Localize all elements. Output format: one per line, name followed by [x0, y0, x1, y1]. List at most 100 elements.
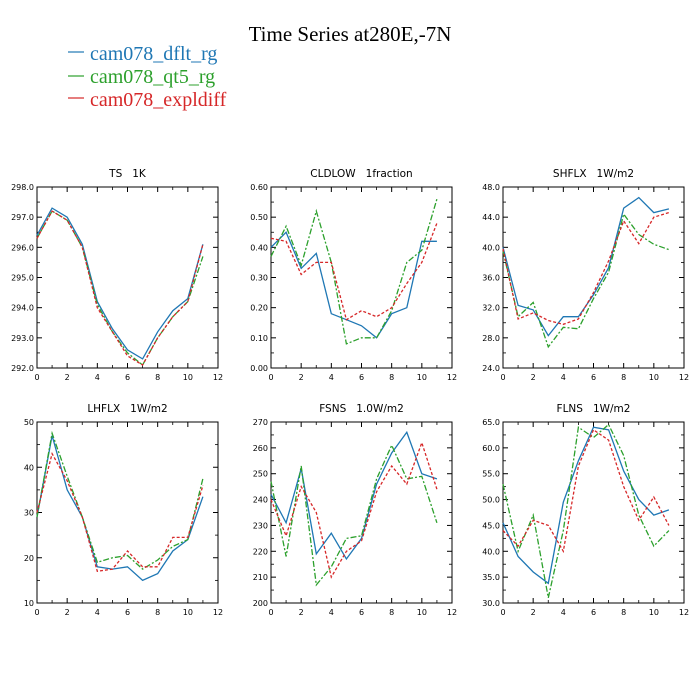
- y-tick-label: 55.0: [482, 470, 500, 479]
- plot-frame: [36, 421, 219, 604]
- y-tick-label: 240: [253, 496, 268, 505]
- series-line-dflt: [36, 207, 204, 360]
- x-tick-label: 8: [155, 608, 160, 617]
- x-tick-label: 12: [679, 608, 689, 617]
- x-tick-label: 8: [389, 373, 394, 382]
- series-line-dflt: [270, 430, 438, 561]
- plot-frame: [36, 186, 219, 369]
- x-tick-label: 10: [649, 608, 659, 617]
- panel-shflx: SHFLX 1W/m2 24.0 28.0 32.0 36.0 40.0 44.0 48.0 0…: [482, 168, 689, 382]
- x-tick-label: 10: [417, 373, 427, 382]
- y-tick-label: 30.0: [482, 599, 500, 608]
- y-tick-label: 296.0: [11, 243, 34, 252]
- series-line-expldiff: [36, 451, 204, 573]
- x-tick-label: 8: [155, 373, 160, 382]
- legend-item-expldiff: cam078_expldiff: [68, 89, 227, 111]
- series-line-dflt: [270, 231, 437, 339]
- x-tick-label: 6: [359, 608, 364, 617]
- series-line-expldiff: [502, 428, 670, 554]
- series-line-qt5: [270, 198, 438, 345]
- panel-lhflx: LHFLX 1W/m2 10 20 30 40 50 0 2 4 6 8 10 12: [24, 403, 223, 617]
- y-tick-label: 294.0: [11, 304, 34, 313]
- y-tick-label: 32.0: [482, 304, 500, 313]
- y-tick-label: 50.0: [482, 496, 500, 505]
- x-tick-label: 0: [500, 373, 505, 382]
- y-tick-label: 40: [24, 463, 34, 472]
- y-tick-label: 30: [24, 509, 34, 518]
- x-tick-label: 2: [299, 608, 304, 617]
- x-tick-label: 4: [95, 373, 100, 382]
- y-tick-label: 45.0: [482, 521, 500, 530]
- x-tick-label: 0: [34, 608, 39, 617]
- panel-title: TS 1K: [108, 168, 147, 180]
- y-tick-label: 293.0: [11, 334, 34, 343]
- y-tick-label: 0.60: [250, 183, 268, 192]
- y-tick-label: 28.0: [482, 334, 500, 343]
- series-line-qt5: [270, 443, 438, 587]
- legend-item-qt5: cam078_qt5_rg: [68, 66, 215, 88]
- y-tick-label: 270: [253, 418, 268, 427]
- x-tick-label: 0: [268, 373, 273, 382]
- x-tick-label: 12: [679, 373, 689, 382]
- y-tick-label: 292.0: [11, 364, 34, 373]
- y-tick-label: 36.0: [482, 274, 500, 283]
- series-line-qt5: [36, 210, 204, 366]
- legend-item-dflt: cam078_dflt_rg: [68, 43, 217, 65]
- panels: TS 1K 292.0 293.0 294.0 295.0 296.0 297.0 298.0…: [11, 168, 689, 617]
- x-tick-label: 4: [561, 373, 566, 382]
- y-tick-label: 48.0: [482, 183, 500, 192]
- x-tick-label: 10: [183, 373, 193, 382]
- y-tick-label: 0.20: [250, 304, 268, 313]
- x-tick-label: 12: [213, 608, 223, 617]
- x-tick-label: 10: [183, 608, 193, 617]
- x-tick-label: 0: [34, 373, 39, 382]
- x-tick-label: 6: [359, 373, 364, 382]
- y-tick-label: 35.0: [482, 573, 500, 582]
- panel-title: SHFLX 1W/m2: [553, 168, 634, 180]
- panel-cldlow: CLDLOW 1fraction 0.00 0.10 0.20 0.30 0.40 0.50…: [250, 168, 457, 382]
- legend-label: cam078_qt5_rg: [90, 66, 215, 88]
- x-tick-label: 0: [500, 608, 505, 617]
- y-tick-label: 298.0: [11, 183, 34, 192]
- x-tick-label: 2: [299, 373, 304, 382]
- series-line-qt5: [502, 423, 670, 598]
- y-tick-label: 260: [253, 444, 268, 453]
- panel-ts: TS 1K 292.0 293.0 294.0 295.0 296.0 297.0 298.0…: [11, 168, 223, 382]
- panel-title: CLDLOW 1fraction: [310, 168, 412, 180]
- y-tick-label: 0.30: [250, 274, 268, 283]
- y-tick-label: 65.0: [482, 418, 500, 427]
- x-tick-label: 4: [329, 373, 334, 382]
- series-line-expldiff: [270, 440, 438, 579]
- x-tick-label: 10: [649, 373, 659, 382]
- y-tick-label: 297.0: [11, 213, 34, 222]
- x-tick-label: 12: [447, 373, 457, 382]
- plot-frame: [502, 421, 685, 604]
- y-tick-label: 44.0: [482, 213, 500, 222]
- panel-flns: FLNS 1W/m2 30.0 35.0 40.0 45.0 50.0 55.0 60.0 65…: [482, 403, 689, 617]
- legend-label: cam078_expldiff: [90, 89, 227, 111]
- x-tick-label: 8: [389, 608, 394, 617]
- legend-label: cam078_dflt_rg: [90, 43, 217, 65]
- series-line-qt5: [502, 212, 670, 349]
- y-tick-label: 24.0: [482, 364, 500, 373]
- y-tick-label: 40.0: [482, 547, 500, 556]
- legend: cam078_dflt_rg cam078_qt5_rg cam078_expl…: [68, 43, 227, 111]
- x-tick-label: 12: [213, 373, 223, 382]
- series-line-dflt: [36, 435, 204, 582]
- y-tick-label: 0.00: [250, 364, 268, 373]
- y-tick-label: 40.0: [482, 243, 500, 252]
- panel-title: FSNS 1.0W/m2: [319, 403, 404, 415]
- y-tick-label: 60.0: [482, 444, 500, 453]
- x-tick-label: 6: [125, 373, 130, 382]
- x-tick-label: 4: [329, 608, 334, 617]
- x-tick-label: 10: [417, 608, 427, 617]
- x-tick-label: 6: [591, 608, 596, 617]
- x-tick-label: 2: [65, 373, 70, 382]
- y-tick-label: 210: [253, 573, 268, 582]
- plot-frame: [270, 186, 453, 369]
- panel-title: FLNS 1W/m2: [557, 403, 631, 415]
- y-tick-label: 0.10: [250, 334, 268, 343]
- x-tick-label: 4: [95, 608, 100, 617]
- y-tick-label: 220: [253, 547, 268, 556]
